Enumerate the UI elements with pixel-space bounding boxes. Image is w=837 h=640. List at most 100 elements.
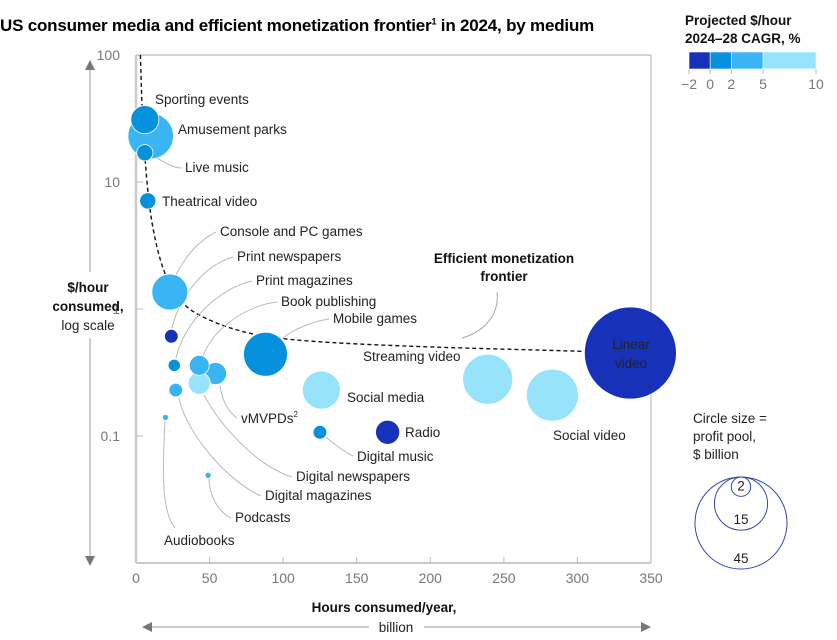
color-legend-tick-label: 10 (808, 76, 824, 92)
title-footnote-marker: 1 (431, 16, 437, 27)
arrow-right-icon (641, 622, 651, 632)
leader-lines (152, 155, 354, 529)
size-legend-circle (730, 476, 752, 497)
leader-line-mobile-games (282, 318, 330, 339)
chart-title: US consumer media and efficient monetiza… (0, 16, 594, 36)
x-tick-label: 300 (566, 570, 590, 586)
leader-line-audiobooks (162, 420, 176, 529)
bubble-linear-video (583, 306, 677, 400)
color-legend-title: Projected $/hour (685, 13, 792, 28)
chart-title-text: US consumer media and efficient monetiza… (0, 16, 432, 35)
y-tick-label: 1 (112, 301, 120, 317)
bubbles (127, 105, 677, 479)
size-legend-value: 2 (737, 478, 745, 493)
size-legend-title-line2: profit pool, (693, 429, 756, 444)
leader-line-book-publishing (202, 301, 278, 357)
bubble-social-media (301, 370, 341, 410)
bubble-theatrical-video (139, 192, 157, 210)
label-amusement-parks: Amusement parks (178, 122, 287, 137)
leader-line-print-newspapers (171, 256, 234, 329)
color-legend-swatch (762, 51, 817, 70)
leader-line-console-and-pc-games (175, 231, 217, 276)
bubble-podcasts (204, 471, 212, 479)
label-print-newspapers: Print newspapers (237, 249, 342, 264)
color-legend-tick-label: 0 (706, 76, 714, 92)
leader-line-print-magazines (175, 280, 253, 359)
y-tick-label: 100 (97, 47, 121, 63)
arrow-down-icon (85, 556, 95, 566)
color-legend-title-line2: 2024–28 CAGR, % (685, 31, 801, 46)
label-book-publishing: Book publishing (281, 294, 376, 309)
frontier-label: Efficient monetization (434, 251, 574, 266)
size-legend-value: 45 (733, 551, 748, 566)
color-legend-swatch (731, 51, 764, 70)
bubble-streaming-video (462, 353, 514, 405)
x-tick-label: 350 (639, 570, 663, 586)
label-live-music: Live music (185, 160, 249, 175)
x-tick-label: 100 (271, 570, 295, 586)
bubble-print-newspapers (164, 329, 179, 344)
leader-line-digital-magazines (178, 397, 262, 497)
bubble-digital-magazines (168, 382, 183, 398)
label-sporting-events: Sporting events (155, 92, 249, 107)
leader-line-digital-music (325, 436, 354, 457)
label-podcasts: Podcasts (235, 510, 291, 525)
label-social-media: Social media (347, 390, 425, 405)
label-audiobooks: Audiobooks (164, 533, 235, 548)
label-print-magazines: Print magazines (256, 273, 353, 288)
label-footnote-marker: 2 (294, 410, 299, 419)
y-axis-title: $/hour (67, 280, 109, 295)
label-social-video: Social video (553, 428, 626, 443)
bubble-mobile-games (243, 331, 288, 377)
leader-line-podcasts (208, 477, 232, 519)
x-tick-label: 250 (492, 570, 516, 586)
label-vmvpds: vMVPDs2 (241, 410, 299, 426)
leader-line-vmvpds (219, 384, 238, 419)
bubble-digital-music (312, 425, 328, 440)
label-digital-newspapers: Digital newspapers (296, 469, 410, 484)
leader-line-digital-newspapers (203, 394, 293, 478)
axes: 0 50 100 150 200 250 300 350 100 10 1 0.1 $/hour cons… (52, 47, 663, 635)
x-tick-label: 50 (202, 570, 218, 586)
y-axis-unit: log scale (61, 318, 114, 333)
bubble-print-magazines (167, 358, 181, 372)
y-axis-title-line2: consumed, (52, 299, 123, 314)
bubble-console-and-pc-games (151, 273, 189, 311)
color-legend-swatch (688, 51, 711, 70)
bubble-labels: Sporting events Amusement parks Live music… (155, 92, 650, 548)
label-theatrical-video: Theatrical video (162, 194, 257, 209)
bubble-book-publishing (188, 355, 210, 376)
label-linear-video-line2: video (615, 356, 647, 371)
bubble-radio (375, 419, 401, 445)
label-streaming-video: Streaming video (363, 349, 461, 364)
y-tick-label: 0.1 (101, 428, 121, 444)
x-tick-label: 150 (345, 570, 369, 586)
color-legend-tick-label: 2 (727, 76, 735, 92)
color-legend-tick-label: 5 (759, 76, 767, 92)
arrow-left-icon (142, 622, 152, 632)
x-tick-label: 0 (132, 570, 140, 586)
size-legend-title-line3: $ billion (693, 447, 739, 462)
label-mobile-games: Mobile games (333, 311, 417, 326)
y-tick-label: 10 (104, 174, 120, 190)
bubble-sporting-events (130, 105, 160, 135)
x-axis-title: Hours consumed/year, (312, 600, 457, 615)
label-digital-music: Digital music (357, 449, 434, 464)
size-legend-title: Circle size = (693, 411, 767, 426)
frontier-label-line2: frontier (480, 269, 528, 284)
x-tick-label: 200 (419, 570, 443, 586)
label-linear-video: Linear (612, 337, 650, 352)
label-radio: Radio (405, 425, 440, 440)
color-legend-tick-label: −2 (681, 76, 697, 92)
color-legend-swatch (709, 51, 732, 70)
chart-title-suffix: in 2024, by medium (436, 16, 595, 35)
bubble-social-video (525, 368, 579, 422)
label-console-and-pc-games: Console and PC games (220, 224, 363, 239)
bubble-audiobooks (161, 413, 169, 421)
arrow-up-icon (85, 60, 95, 70)
x-axis-unit: billion (379, 620, 414, 635)
size-legend-value: 15 (733, 512, 748, 527)
bubble-live-music (136, 144, 154, 162)
label-digital-magazines: Digital magazines (265, 488, 372, 503)
